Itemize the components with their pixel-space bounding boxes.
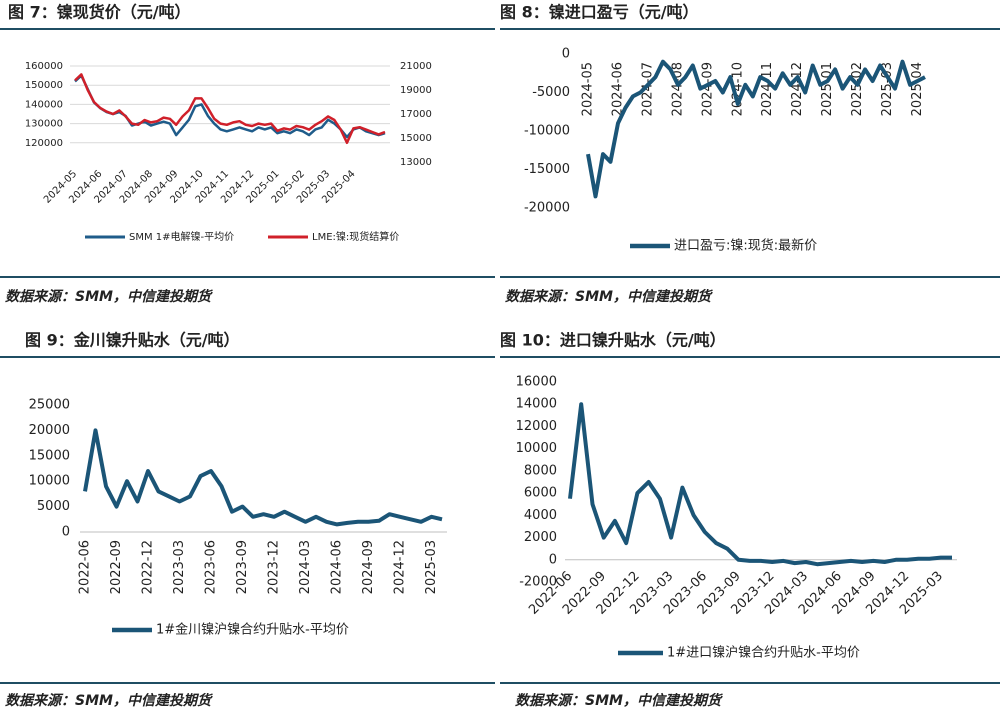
line-series (74, 73, 386, 145)
x-tick-label: 2022-12 (141, 540, 156, 594)
y-tick-label: 130000 (25, 119, 63, 130)
y2-tick-label: 15000 (400, 133, 432, 144)
y-tick-label: 25000 (29, 398, 70, 413)
y-tick-label: 0 (62, 525, 70, 540)
y-tick-label: 5000 (37, 499, 70, 514)
y-tick-label: 10000 (516, 441, 557, 456)
y-tick-label: 160000 (25, 61, 63, 72)
y-tick-label: 14000 (516, 397, 557, 412)
y2-tick-label: 21000 (400, 61, 432, 72)
legend-label: 进口盈亏:镍:现货:最新价 (674, 238, 817, 254)
y-tick-label: 6000 (524, 486, 557, 501)
y-tick-label: -20000 (524, 201, 570, 216)
y-tick-label: 2000 (524, 530, 557, 545)
x-tick-label: 2024-09 (361, 540, 376, 594)
legend-label: 1#金川镍沪镍合约升贴水-平均价 (156, 622, 349, 638)
source-note: 数据来源：SMM，中信建投期货 (5, 692, 213, 709)
legend-label: LME:镍:现货结算价 (312, 230, 399, 243)
y-tick-label: 12000 (516, 419, 557, 434)
y-tick-label: 150000 (25, 80, 63, 91)
x-tick-label: 2024-10 (730, 62, 745, 116)
x-tick-label: 2024-09 (700, 62, 715, 116)
chart-title: 图 10：进口镍升贴水（元/吨） (500, 331, 726, 350)
y-tick-label: 16000 (516, 375, 557, 390)
x-tick-label: 2024-06 (610, 62, 625, 116)
y-tick-label: -2000 (519, 575, 557, 590)
y-tick-label: 120000 (25, 138, 63, 149)
x-tick-label: 2024-12 (393, 540, 408, 594)
x-tick-label: 2024-05 (581, 62, 596, 116)
line-series (568, 402, 952, 567)
y-tick-label: 8000 (524, 463, 557, 478)
x-tick-label: 2024-03 (298, 540, 313, 594)
y-tick-label: 0 (562, 47, 570, 62)
x-tick-label: 2022-09 (109, 540, 124, 594)
y-tick-label: 140000 (25, 99, 63, 110)
x-tick-label: 2024-11 (760, 62, 775, 116)
y2-tick-label: 19000 (400, 85, 432, 96)
x-tick-label: 2023-12 (267, 540, 282, 594)
x-tick-label: 2024-12 (790, 62, 805, 116)
y-tick-label: -5000 (532, 85, 570, 100)
y-tick-label: 20000 (29, 423, 70, 438)
y2-tick-label: 13000 (400, 157, 432, 168)
y-tick-label: 15000 (29, 448, 70, 463)
source-note: 数据来源：SMM，中信建投期货 (515, 692, 723, 709)
y-tick-label: -15000 (524, 162, 570, 177)
x-tick-label: 2024-07 (640, 62, 655, 116)
line-series (586, 59, 926, 199)
source-note: 数据来源：SMM，中信建投期货 (505, 288, 713, 305)
source-note: 数据来源：SMM，中信建投期货 (5, 288, 213, 305)
chart-title: 图 8：镍进口盈亏（元/吨） (500, 3, 699, 22)
legend-label: 1#进口镍沪镍合约升贴水-平均价 (667, 645, 860, 661)
legend-label: SMM 1#电解镍-平均价 (129, 230, 234, 243)
x-tick-label: 2025-04 (910, 62, 925, 116)
y-tick-label: 0 (549, 552, 557, 567)
x-tick-label: 2022-06 (78, 540, 93, 594)
y-tick-label: 4000 (524, 508, 557, 523)
chart-title: 图 9：金川镍升贴水（元/吨） (25, 331, 240, 350)
x-tick-label: 2023-09 (235, 540, 250, 594)
y-tick-label: -10000 (524, 124, 570, 139)
x-tick-label: 2025-03 (880, 62, 895, 116)
line-series (83, 428, 443, 527)
chart-title: 图 7：镍现货价（元/吨） (8, 3, 191, 22)
y-tick-label: 10000 (29, 474, 70, 489)
x-tick-label: 2023-06 (204, 540, 219, 594)
x-tick-label: 2024-06 (330, 540, 345, 594)
y2-tick-label: 17000 (400, 109, 432, 120)
x-tick-label: 2025-03 (424, 540, 439, 594)
x-tick-label: 2023-03 (172, 540, 187, 594)
